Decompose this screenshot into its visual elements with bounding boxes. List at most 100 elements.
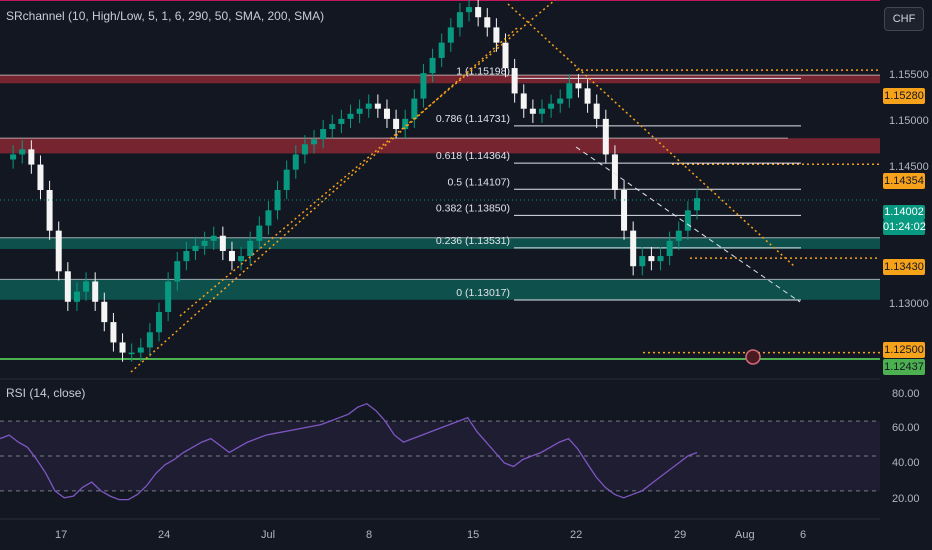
current-price-tag: 1.14002 xyxy=(883,205,925,220)
fib-label: 0.5 (1.14107) xyxy=(448,176,510,188)
candle-body xyxy=(128,352,135,355)
candle-body xyxy=(575,83,582,89)
candle-body xyxy=(420,73,427,99)
candle-body xyxy=(19,149,26,155)
price-tag-1-13430: 1.13430 xyxy=(883,259,925,275)
time-tick: Aug xyxy=(735,529,755,541)
candle-body xyxy=(456,12,463,28)
price-tick: 1.15500 xyxy=(889,69,929,81)
candle-body xyxy=(538,108,545,114)
indicator-legend[interactable]: SRchannel (10, High/Low, 5, 1, 6, 290, 5… xyxy=(6,9,325,23)
price-tag-1-12437: 1.12437 xyxy=(883,359,925,375)
candle-body xyxy=(28,149,35,165)
rsi-tick: 80.00 xyxy=(892,388,920,400)
candle-body xyxy=(238,256,245,262)
channel-upper xyxy=(179,0,556,317)
candle-body xyxy=(657,256,664,262)
candle-body xyxy=(402,118,409,130)
candle-body xyxy=(684,210,691,231)
candle-body xyxy=(557,98,564,104)
sr-zone xyxy=(0,279,880,300)
candle-body xyxy=(356,108,363,114)
time-tick: 15 xyxy=(467,529,480,541)
candle-body xyxy=(347,113,354,119)
candle-body xyxy=(247,240,254,257)
candle-body xyxy=(493,27,500,43)
candle-body xyxy=(137,347,144,353)
price-tag-1-12500: 1.12500 xyxy=(883,342,925,358)
candle-body xyxy=(92,281,99,302)
candle-body xyxy=(301,144,308,155)
candle-body xyxy=(73,291,80,302)
sr-zone xyxy=(0,138,880,154)
candle-body xyxy=(183,250,190,262)
candle-body xyxy=(666,240,673,257)
fib-label: 0.618 (1.14364) xyxy=(436,150,510,162)
candle-body xyxy=(447,27,454,43)
candle-body xyxy=(548,103,555,109)
rsi-tick: 20.00 xyxy=(892,493,920,505)
candle-body xyxy=(64,271,71,302)
channel-lower xyxy=(130,27,518,373)
candle-body xyxy=(311,139,318,145)
candle-body xyxy=(630,230,637,267)
candle-body xyxy=(210,235,217,241)
candle-body xyxy=(156,311,163,333)
candle-body xyxy=(502,42,509,69)
candle-body xyxy=(566,83,573,99)
fib-label: 0 (1.13017) xyxy=(456,287,510,299)
candle-body xyxy=(639,256,646,267)
candle-body xyxy=(621,190,628,231)
rsi-legend[interactable]: RSI (14, close) xyxy=(6,386,86,400)
candle-body xyxy=(329,123,336,130)
top-border xyxy=(0,0,932,1)
candle-body xyxy=(611,154,618,190)
candle-body xyxy=(110,322,117,343)
price-tag-1-15280: 1.15280 xyxy=(883,88,925,104)
candle-body xyxy=(511,68,518,94)
candle-body xyxy=(146,332,153,348)
candle-body xyxy=(119,342,126,353)
candle-body xyxy=(37,164,44,190)
candle-body xyxy=(675,230,682,241)
candle-body xyxy=(393,118,400,130)
candle-body xyxy=(338,118,345,124)
fib-label: 0.786 (1.14731) xyxy=(436,113,510,125)
projection-line xyxy=(575,146,801,303)
candle-body xyxy=(320,129,327,140)
price-tick: 1.13000 xyxy=(889,298,929,310)
rsi-tick: 60.00 xyxy=(892,422,920,434)
candle-body xyxy=(694,198,700,211)
time-tick: 29 xyxy=(674,529,687,541)
currency-button[interactable]: CHF xyxy=(884,7,924,31)
time-tick: 22 xyxy=(570,529,583,541)
price-tick: 1.14500 xyxy=(889,161,929,173)
candle-body xyxy=(411,98,418,119)
candle-body xyxy=(174,261,181,282)
fib-label: 0.382 (1.13850) xyxy=(436,202,510,214)
candle-body xyxy=(438,42,445,58)
countdown-tag: 01:24:02 xyxy=(883,220,926,235)
candle-body xyxy=(165,281,172,312)
down-trendline xyxy=(507,3,796,268)
price-tick: 1.15000 xyxy=(889,115,929,127)
sr-zone xyxy=(0,75,880,84)
candle-body xyxy=(46,190,53,231)
event-marker-icon xyxy=(745,349,761,365)
candle-body xyxy=(484,17,491,28)
candle-body xyxy=(602,118,609,155)
candle-body xyxy=(529,108,536,114)
candle-body xyxy=(365,103,372,109)
candle-body xyxy=(466,7,473,13)
candle-body xyxy=(292,154,299,170)
candle-body xyxy=(274,190,281,211)
candle-body xyxy=(593,103,600,119)
candle-body xyxy=(228,250,235,262)
candle-body xyxy=(192,245,199,251)
candle-body xyxy=(101,301,108,323)
candle-body xyxy=(520,93,527,109)
time-tick: Jul xyxy=(261,529,276,541)
candle-body xyxy=(83,281,90,292)
